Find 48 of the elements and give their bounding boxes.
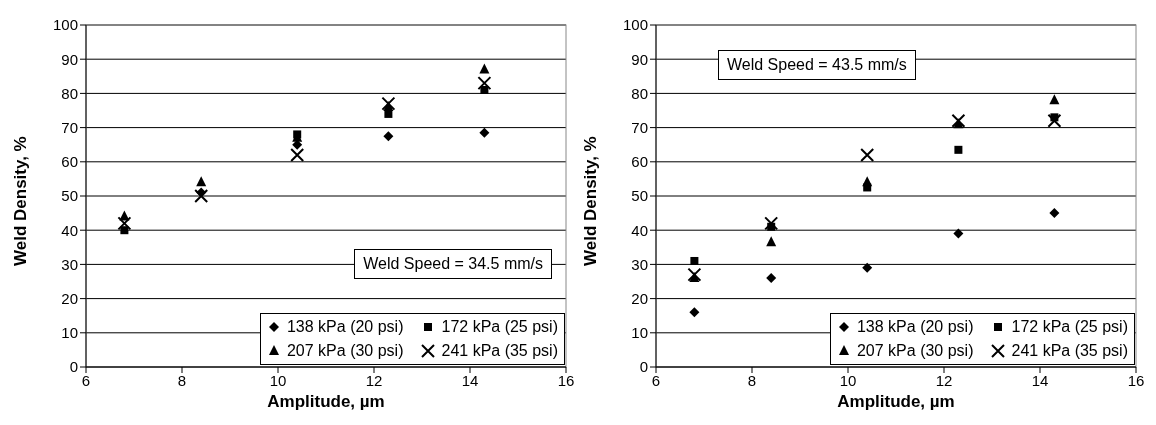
x-tick-label: 16 [557,371,575,389]
y-tick-label: 20 [631,289,648,307]
y-tick-label: 10 [61,324,78,342]
y-tick-label: 80 [61,84,78,102]
y-tick-label: 30 [631,255,648,273]
annotation: Weld Speed = 34.5 mm/s [354,249,552,279]
x-tick-label: 12 [935,371,953,389]
y-tick-label: 100 [622,16,648,34]
y-axis-title: Weld Density, % [581,136,601,266]
y-tick-label: 50 [631,187,648,205]
y-tick-label: 10 [631,324,648,342]
x-axis-title: Amplitude, µm [837,392,955,411]
x-tick-label: 14 [1031,371,1049,389]
x-tick-label: 8 [177,371,187,389]
x-tick-label: 14 [461,371,479,389]
legend-label: 138 kPa (20 psi) [286,318,404,336]
y-tick-label: 0 [639,358,648,376]
y-tick-label: 100 [52,16,78,34]
y-tick-label: 70 [61,118,78,136]
x-tick-label: 10 [839,371,857,389]
y-tick-label: 50 [61,187,78,205]
y-axis-title: Weld Density, % [11,136,31,266]
x-tick-label: 6 [81,371,91,389]
y-tick-label: 0 [69,358,78,376]
y-tick-label: 90 [61,50,78,68]
y-tick-label: 70 [631,118,648,136]
legend-label: 241 kPa (35 psi) [1011,342,1128,360]
y-tick-label: 60 [61,153,78,171]
y-tick-label: 20 [61,289,78,307]
annotation: Weld Speed = 43.5 mm/s [718,50,916,80]
y-tick-label: 80 [631,84,648,102]
legend-label: 172 kPa (25 psi) [441,318,558,336]
legend-label: 241 kPa (35 psi) [441,342,558,360]
y-tick-label: 40 [631,221,648,239]
x-tick-label: 16 [1127,371,1145,389]
x-tick-label: 10 [269,371,287,389]
x-axis-title: Amplitude, µm [267,392,385,411]
legend-label: 207 kPa (30 psi) [856,342,974,360]
x-tick-label: 12 [365,371,383,389]
y-tick-label: 40 [61,221,78,239]
y-tick-label: 30 [61,255,78,273]
legend-label: 207 kPa (30 psi) [286,342,404,360]
y-tick-label: 60 [631,153,648,171]
legend-label: 172 kPa (25 psi) [1011,318,1128,336]
x-tick-label: 8 [747,371,757,389]
x-tick-label: 6 [651,371,661,389]
legend-label: 138 kPa (20 psi) [856,318,974,336]
y-tick-label: 90 [631,50,648,68]
